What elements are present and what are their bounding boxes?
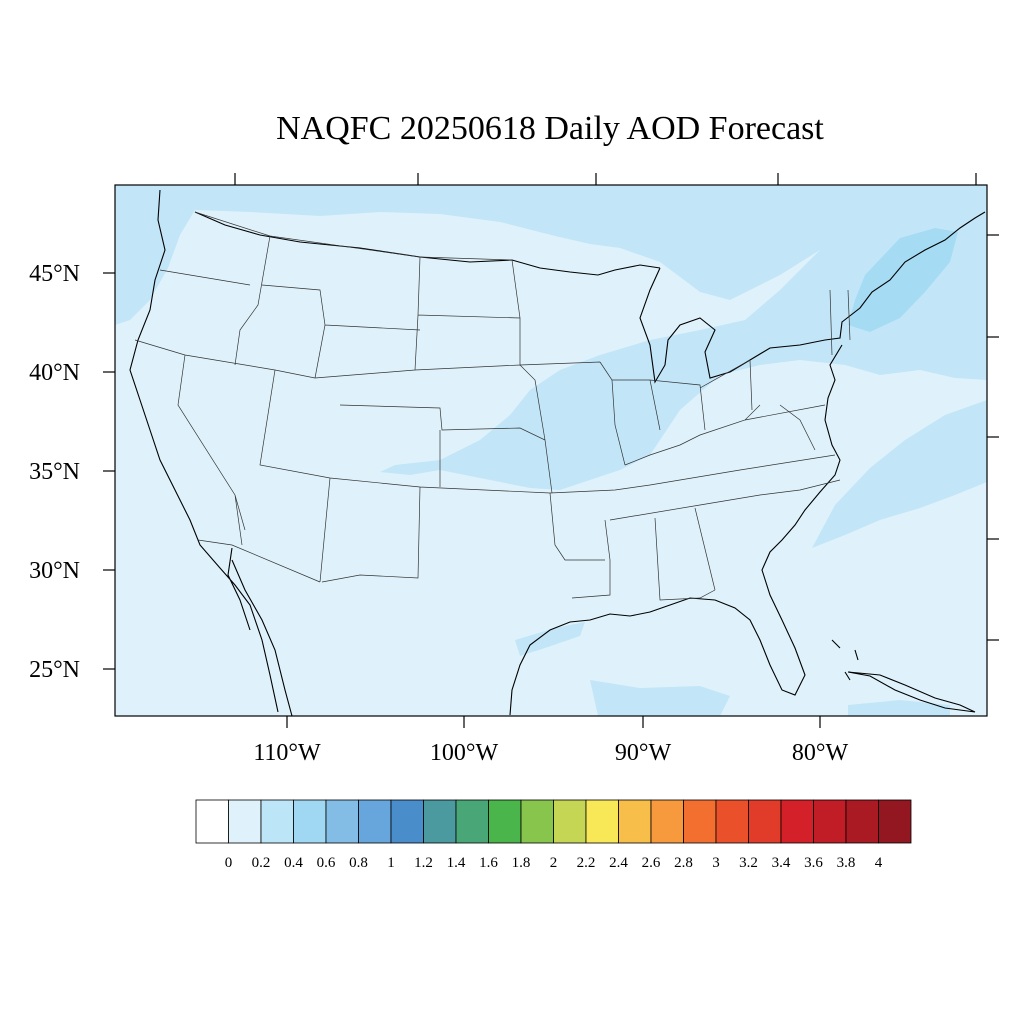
- lat-labels: 45°N 40°N 35°N 30°N 25°N: [29, 261, 80, 683]
- state-boundaries: [134, 211, 851, 601]
- colorbar-swatch: [683, 799, 717, 844]
- us-coastline: [129, 189, 986, 716]
- colorbar-swatch: [813, 799, 847, 844]
- lon-labels: 110°W 100°W 90°W 80°W: [253, 740, 848, 766]
- colorbar: 0 0.2 0.4 0.6 0.8 1 1.2 1.4 1.6 1.8 2 2.2 2.4 2.6 2.8 3…: [195, 799, 912, 871]
- colorbar-label: 3: [712, 855, 720, 871]
- colorbar-swatch: [780, 799, 814, 844]
- colorbar-label: 2.8: [674, 855, 693, 871]
- colorbar-label: 1.8: [512, 855, 531, 871]
- colorbar-label: 0.8: [349, 855, 368, 871]
- colorbar-label: 3.2: [739, 855, 758, 871]
- bahamas-coastline: [831, 639, 859, 681]
- colorbar-label: 1.6: [479, 855, 498, 871]
- aod-plume-dense-northeast: [848, 228, 958, 332]
- colorbar-swatch: [748, 799, 782, 844]
- aod-plume-caribbean: [848, 700, 950, 716]
- colorbar-swatch: [325, 799, 359, 844]
- map-frame: [114, 184, 988, 717]
- colorbar-swatch: [845, 799, 879, 844]
- colorbar-label: 3.8: [837, 855, 856, 871]
- lon-label: 90°W: [615, 740, 672, 766]
- axis-ticks: [103, 173, 999, 728]
- northern-border: [194, 211, 513, 261]
- colorbar-swatch: [293, 799, 327, 844]
- cuba-coastline: [847, 671, 976, 713]
- lon-label: 80°W: [792, 740, 849, 766]
- colorbar-label: 3.6: [804, 855, 823, 871]
- colorbar-swatch: [260, 799, 294, 844]
- colorbar-label: 1: [387, 855, 395, 871]
- colorbar-label: 0.4: [284, 855, 303, 871]
- lat-label: 40°N: [29, 360, 80, 386]
- colorbar-label: 1.4: [447, 855, 466, 871]
- colorbar-label: 2.2: [577, 855, 596, 871]
- aod-plume-texas-coast: [515, 622, 585, 656]
- colorbar-label: 2.6: [642, 855, 661, 871]
- lon-label: 110°W: [253, 740, 321, 766]
- aod-plumes: [115, 185, 987, 716]
- aod-plume-great-lakes-northeast: [380, 210, 987, 490]
- colorbar-swatch: [423, 799, 457, 844]
- colorbar-swatch: [390, 799, 424, 844]
- aod-plume-north: [115, 185, 987, 325]
- aod-plume-atlantic: [812, 400, 987, 548]
- colorbar-label: 2.4: [609, 855, 628, 871]
- colorbar-swatch: [228, 799, 262, 844]
- colorbar-swatch: [553, 799, 587, 844]
- colorbar-swatch: [455, 799, 489, 844]
- colorbar-swatch: [618, 799, 652, 844]
- colorbar-swatch: [488, 799, 522, 844]
- colorbar-label: 0.2: [252, 855, 271, 871]
- colorbar-label: 1.2: [414, 855, 433, 871]
- coastlines: [129, 189, 986, 717]
- colorbar-swatch: [358, 799, 392, 844]
- baja-coastline: [231, 559, 293, 717]
- colorbar-label: 0: [225, 855, 233, 871]
- lat-label: 25°N: [29, 657, 80, 683]
- colorbar-swatch: [520, 799, 554, 844]
- lat-label: 35°N: [29, 459, 80, 485]
- colorbar-swatch: [650, 799, 684, 844]
- colorbar-swatch: [585, 799, 619, 844]
- state-lines: [134, 235, 851, 601]
- aod-plume-gulf: [590, 680, 730, 716]
- lat-label: 30°N: [29, 558, 80, 584]
- colorbar-label: 3.4: [772, 855, 791, 871]
- colorbar-label: 0.6: [317, 855, 336, 871]
- page-title: NAQFC 20250618 Daily AOD Forecast: [276, 110, 824, 147]
- colorbar-label: 4: [875, 855, 883, 871]
- lon-label: 100°W: [430, 740, 499, 766]
- colorbar-label: 2: [550, 855, 558, 871]
- colorbar-swatch: [195, 799, 229, 844]
- lat-label: 45°N: [29, 261, 80, 287]
- colorbar-swatch: [878, 799, 912, 844]
- colorbar-swatch: [715, 799, 749, 844]
